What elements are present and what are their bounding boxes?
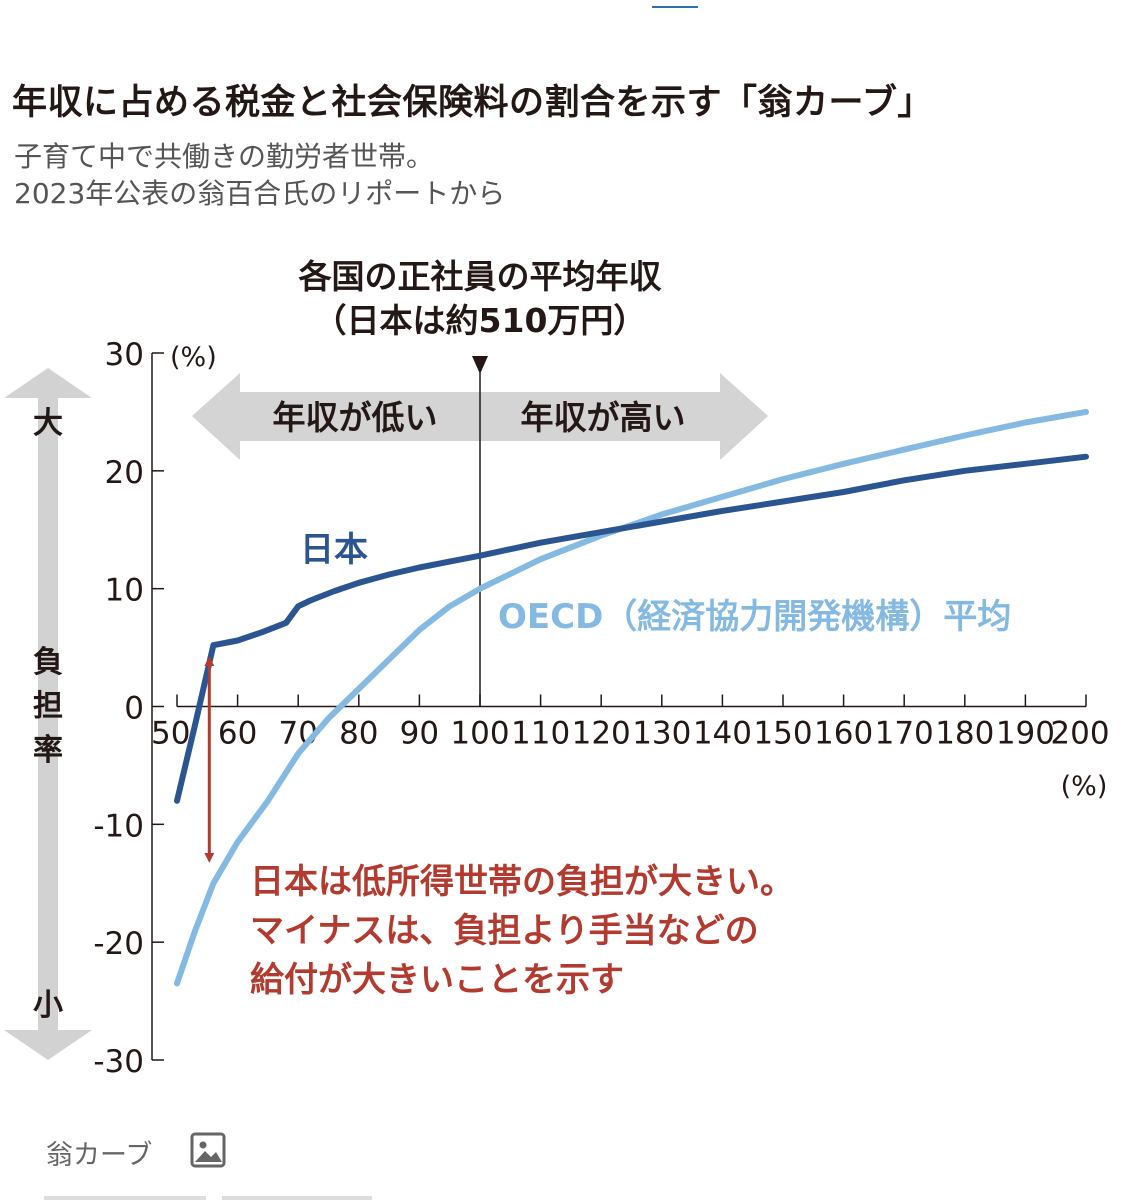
- annotation-line-1: 日本は低所得世帯の負担が大きい。: [250, 862, 794, 902]
- series-line-oecd: [174, 408, 1089, 987]
- chart-subtitle: 子育て中で共働きの勤労者世帯。 2023年公表の翁百合氏のリポートから: [14, 138, 505, 212]
- bottom-tab-2[interactable]: [222, 1196, 372, 1200]
- bottom-tab-1[interactable]: [44, 1196, 206, 1200]
- x-tick-label: 120: [572, 716, 631, 752]
- reference-marker: [472, 356, 488, 374]
- y-tick-label: -10: [93, 808, 144, 844]
- income-high-label: 年収が高い: [521, 398, 686, 437]
- y-tick-label: 30: [105, 337, 144, 373]
- y-scale-arrow: [4, 368, 92, 1060]
- x-unit-label: (%): [1061, 771, 1108, 802]
- reference-label-line2: （日本は約510万円）: [314, 301, 647, 340]
- y-tick-label: -20: [93, 926, 144, 962]
- x-tick-label: 130: [632, 716, 691, 752]
- subtitle-line-1: 子育て中で共働きの勤労者世帯。: [14, 140, 435, 173]
- y-axis-title-char: 負: [33, 645, 63, 680]
- x-tick-label: 80: [339, 716, 378, 752]
- x-tick-label: 140: [693, 716, 752, 752]
- series-label-japan: 日本: [300, 530, 368, 570]
- x-tick-label: 50: [151, 716, 190, 752]
- y-scale-small-label: 小: [33, 988, 63, 1023]
- x-tick-label: 100: [450, 716, 509, 752]
- x-tick-label: 150: [753, 716, 812, 752]
- income-low-label: 年収が低い: [273, 398, 438, 437]
- y-tick-label: 10: [105, 573, 144, 609]
- y-tick-label: 0: [124, 691, 144, 727]
- x-tick-label: 170: [875, 716, 934, 752]
- x-tick-label: 90: [400, 716, 439, 752]
- y-tick-label: -30: [93, 1044, 144, 1080]
- x-tick-label: 70: [278, 716, 317, 752]
- x-tick-label: 160: [814, 716, 873, 752]
- image-icon[interactable]: [190, 1132, 230, 1170]
- y-axis-title-char: 率: [33, 733, 63, 768]
- chart-title: 年収に占める税金と社会保険料の割合を示す「翁カーブ」: [12, 83, 933, 123]
- x-tick-label: 60: [218, 716, 257, 752]
- y-tick-label: 20: [105, 455, 144, 491]
- y-scale-big-label: 大: [33, 406, 63, 441]
- subtitle-line-2: 2023年公表の翁百合氏のリポートから: [14, 177, 506, 210]
- caption-label: 翁カーブ: [46, 1140, 153, 1171]
- top-link-fragment[interactable]: [652, 0, 698, 8]
- x-tick-label: 110: [511, 716, 570, 752]
- x-tick-label: 200: [1050, 716, 1109, 752]
- annotation-line-3: 給付が大きいことを示す: [250, 960, 624, 1000]
- annotation-line-2: マイナスは、負担より手当などの: [250, 911, 759, 951]
- x-tick-label: 190: [996, 716, 1055, 752]
- x-tick-label: 180: [935, 716, 994, 752]
- series-label-oecd: OECD（経済協力開発機構）平均: [498, 597, 1011, 637]
- y-axis-title-char: 担: [33, 689, 63, 724]
- series-line-japan: [174, 453, 1089, 804]
- reference-label-line1: 各国の正社員の平均年収: [298, 257, 663, 296]
- y-axis-title: 負担率: [33, 645, 63, 768]
- y-unit-label: (%): [170, 342, 217, 373]
- burden-rate-chart: 大 負担率 小 年収が低い 年収が高い 各国の正社員の平均年収 （日本は約510…: [4, 257, 1110, 1080]
